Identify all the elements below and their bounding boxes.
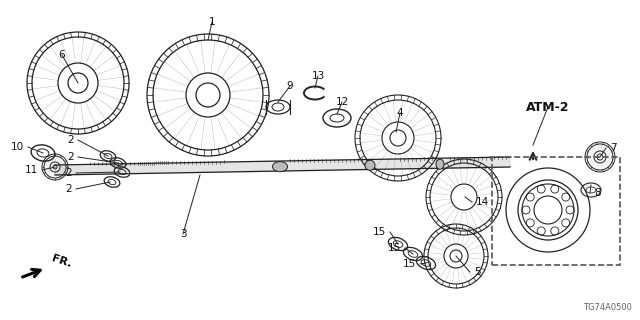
- Text: 2: 2: [67, 152, 74, 162]
- Polygon shape: [55, 157, 510, 175]
- Text: 3: 3: [180, 229, 186, 239]
- Text: 8: 8: [594, 188, 600, 198]
- Text: 4: 4: [397, 108, 403, 118]
- Text: 15: 15: [388, 243, 401, 253]
- Text: 14: 14: [476, 197, 489, 207]
- Ellipse shape: [273, 162, 287, 172]
- Text: 15: 15: [403, 259, 416, 269]
- Text: 11: 11: [25, 165, 38, 175]
- Text: 2: 2: [65, 168, 72, 178]
- Bar: [492, 157, 620, 265]
- Text: TG74A0500: TG74A0500: [583, 303, 632, 312]
- Text: ATM-2: ATM-2: [526, 100, 570, 114]
- Text: 6: 6: [59, 50, 65, 60]
- Text: FR.: FR.: [50, 253, 72, 269]
- Text: 10: 10: [11, 142, 24, 152]
- Text: 12: 12: [335, 97, 349, 107]
- Text: 9: 9: [287, 81, 293, 91]
- Text: 5: 5: [474, 267, 481, 277]
- Text: 15: 15: [372, 227, 386, 237]
- Text: 2: 2: [65, 184, 72, 194]
- Text: 13: 13: [312, 71, 324, 81]
- Ellipse shape: [436, 159, 444, 169]
- Ellipse shape: [365, 160, 375, 170]
- Text: 2: 2: [67, 135, 74, 145]
- Text: 1: 1: [209, 17, 215, 27]
- Text: 7: 7: [610, 143, 616, 153]
